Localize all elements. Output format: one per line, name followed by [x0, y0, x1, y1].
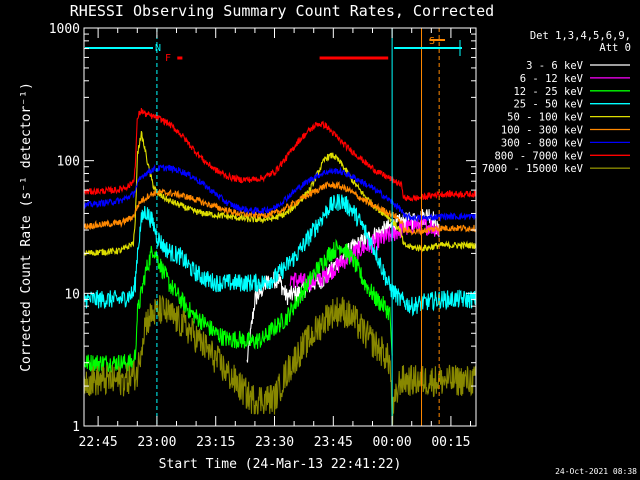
chart-title: RHESSI Observing Summary Count Rates, Co…: [70, 2, 494, 20]
legend-entry-label: 12 - 25 keV: [513, 86, 583, 98]
y-tick-label: 1000: [49, 22, 80, 37]
plot-area: NF S: [83, 28, 477, 426]
y-tick-label: 1: [72, 420, 80, 435]
legend-entry-label: 800 - 7000 keV: [494, 150, 583, 162]
x-tick-label: 23:45: [314, 435, 353, 450]
y-axis-label: Corrected Count Rate (s⁻¹ detector⁻¹): [19, 82, 34, 372]
legend-entry-label: 50 - 100 keV: [507, 112, 584, 124]
legend-entry-label: 7000 - 15000 keV: [482, 163, 584, 175]
x-axis-label: Start Time (24-Mar-13 22:41:22): [159, 457, 402, 472]
series-line-9: [83, 294, 477, 425]
x-tick-label: 23:30: [255, 435, 294, 450]
legend-entry-label: 100 - 300 keV: [501, 125, 584, 137]
legend-entry-label: 300 - 800 keV: [501, 137, 584, 149]
plot-frame: [83, 27, 477, 427]
timestamp-stamp: 24-Oct-2021 08:38: [555, 467, 637, 476]
y-tick-label: 10: [64, 287, 80, 302]
flag-label-f: F: [165, 53, 171, 64]
series-line-4: [83, 194, 477, 317]
legend-entry-label: 6 - 12 keV: [520, 73, 584, 85]
x-tick-label: 22:45: [79, 435, 118, 450]
legend-entry-label: 3 - 6 keV: [526, 60, 584, 72]
series-line-7: [83, 164, 477, 223]
flag-label-s: S: [429, 36, 435, 47]
series-line-2: [289, 216, 440, 291]
legend-header-2: Att 0: [599, 42, 631, 54]
x-tick-label: 23:15: [196, 435, 235, 450]
y-tick-label: 100: [57, 155, 80, 170]
x-tick-label: 23:00: [137, 435, 176, 450]
flag-label-n: N: [155, 43, 161, 54]
x-tick-label: 00:15: [431, 435, 470, 450]
series-line-3: [83, 238, 393, 374]
series-line-8: [83, 107, 477, 203]
legend-entry-label: 25 - 50 keV: [513, 99, 583, 111]
legend-header-1: Det 1,3,4,5,6,9,: [530, 30, 631, 42]
x-tick-label: 00:00: [373, 435, 412, 450]
series-line-6: [83, 180, 477, 236]
